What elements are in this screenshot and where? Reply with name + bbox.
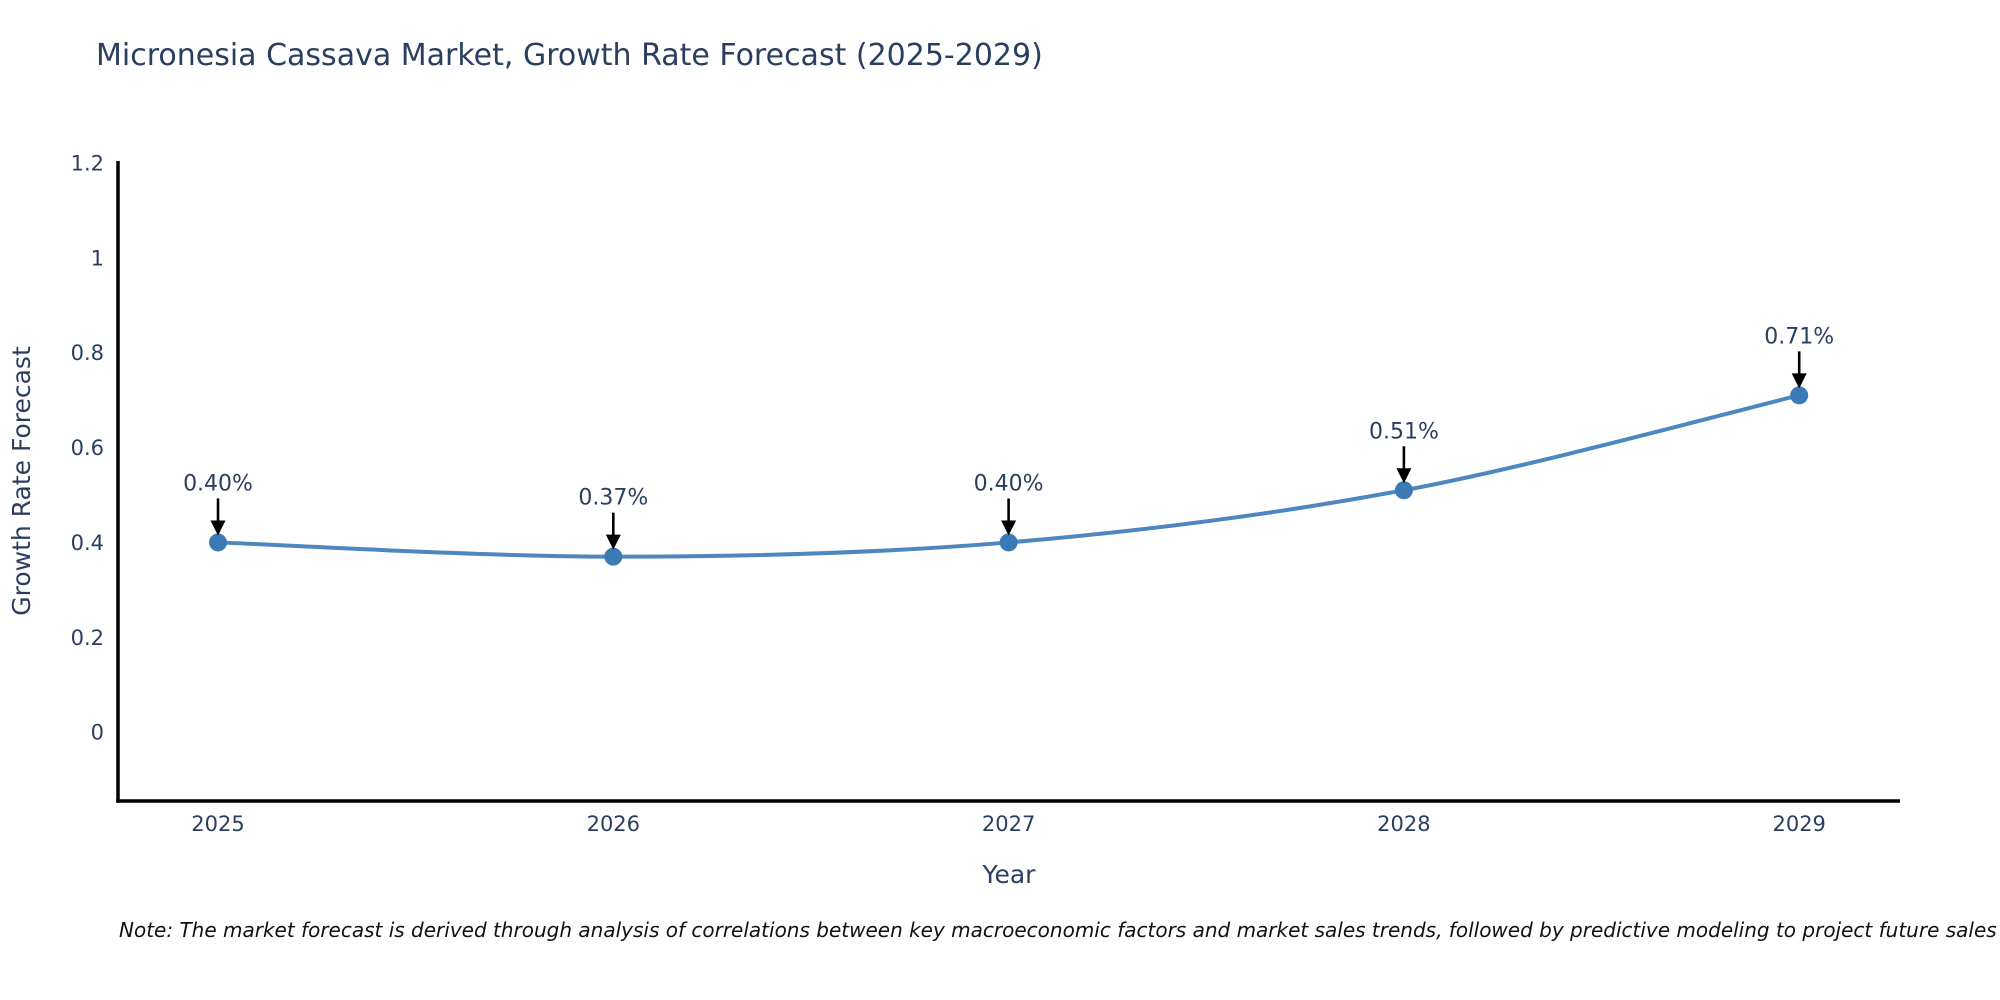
y-tick-label: 1.2 bbox=[71, 151, 104, 175]
y-tick-label: 0.6 bbox=[71, 436, 104, 460]
annotation-label: 0.40% bbox=[183, 471, 253, 496]
data-point-marker[interactable] bbox=[604, 547, 623, 566]
annotation-arrowhead-icon bbox=[1396, 468, 1412, 484]
y-axis-title: Growth Rate Forecast bbox=[7, 346, 36, 616]
x-tick-label: 2027 bbox=[982, 812, 1035, 836]
annotation-label: 0.51% bbox=[1369, 419, 1439, 444]
data-point-marker[interactable] bbox=[1790, 386, 1809, 405]
chart-title: Micronesia Cassava Market, Growth Rate F… bbox=[96, 38, 1043, 73]
y-tick-label: 0.4 bbox=[71, 531, 104, 555]
data-point-marker[interactable] bbox=[209, 533, 228, 552]
x-tick-label: 2028 bbox=[1377, 812, 1430, 836]
y-tick-label: 0 bbox=[91, 721, 104, 745]
annotation-arrowhead-icon bbox=[605, 534, 621, 550]
chart-footnote: Note: The market forecast is derived thr… bbox=[119, 918, 1997, 942]
annotation-arrowhead-icon bbox=[1791, 373, 1807, 389]
y-tick-label: 0.8 bbox=[71, 341, 104, 365]
annotation-label: 0.71% bbox=[1764, 324, 1834, 349]
x-axis-title: Year bbox=[982, 860, 1037, 889]
x-tick-label: 2025 bbox=[191, 812, 244, 836]
y-tick-label: 0.2 bbox=[71, 626, 104, 650]
data-point-marker[interactable] bbox=[1394, 481, 1413, 500]
y-tick-label: 1 bbox=[91, 246, 104, 270]
annotation-label: 0.40% bbox=[974, 471, 1044, 496]
x-tick-label: 2026 bbox=[587, 812, 640, 836]
data-point-marker[interactable] bbox=[999, 533, 1018, 552]
x-tick-label: 2029 bbox=[1772, 812, 1825, 836]
annotation-label: 0.37% bbox=[578, 486, 648, 511]
annotation-arrowhead-icon bbox=[210, 520, 226, 536]
annotation-arrowhead-icon bbox=[1001, 520, 1017, 536]
